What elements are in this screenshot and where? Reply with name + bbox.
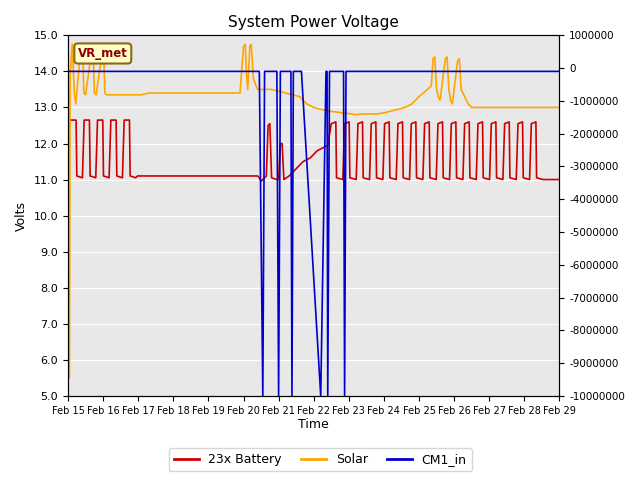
- Y-axis label: Volts: Volts: [15, 201, 28, 230]
- CM1_in: [317, 393, 324, 399]
- Solar: [303, 101, 310, 107]
- CM1_in: [340, 393, 348, 399]
- Solar: [556, 105, 563, 110]
- Line: 23x Battery: 23x Battery: [71, 120, 559, 181]
- CM1_in: [298, 69, 305, 74]
- 23x Battery: [420, 121, 428, 127]
- CM1_in: [273, 69, 281, 74]
- CM1_in: [324, 393, 332, 399]
- 23x Battery: [381, 121, 388, 127]
- CM1_in: [556, 69, 563, 74]
- Solar: [159, 90, 166, 96]
- CM1_in: [288, 393, 296, 399]
- Line: CM1_in: CM1_in: [68, 72, 559, 396]
- Solar: [208, 90, 216, 96]
- 23x Battery: [67, 117, 75, 123]
- 23x Battery: [379, 177, 387, 182]
- Legend: 23x Battery, Solar, CM1_in: 23x Battery, Solar, CM1_in: [168, 448, 472, 471]
- CM1_in: [64, 69, 72, 74]
- Solar: [180, 90, 188, 96]
- Text: VR_met: VR_met: [78, 47, 128, 60]
- CM1_in: [296, 69, 303, 74]
- CM1_in: [322, 69, 330, 74]
- CM1_in: [340, 69, 348, 74]
- Solar: [64, 74, 72, 80]
- CM1_in: [276, 69, 284, 74]
- CM1_in: [275, 393, 282, 399]
- CM1_in: [255, 69, 263, 74]
- Title: System Power Voltage: System Power Voltage: [228, 15, 399, 30]
- Solar: [68, 41, 76, 47]
- Solar: [449, 101, 456, 107]
- Line: Solar: Solar: [68, 44, 559, 378]
- CM1_in: [323, 69, 331, 74]
- 23x Battery: [275, 177, 282, 182]
- CM1_in: [260, 69, 268, 74]
- X-axis label: Time: Time: [298, 419, 329, 432]
- CM1_in: [342, 69, 350, 74]
- CM1_in: [326, 69, 333, 74]
- 23x Battery: [300, 159, 307, 165]
- CM1_in: [287, 69, 295, 74]
- 23x Battery: [93, 117, 101, 123]
- CM1_in: [259, 393, 267, 399]
- 23x Battery: [257, 179, 265, 184]
- Solar: [65, 375, 73, 381]
- CM1_in: [289, 69, 297, 74]
- Solar: [324, 108, 332, 114]
- 23x Battery: [556, 177, 563, 182]
